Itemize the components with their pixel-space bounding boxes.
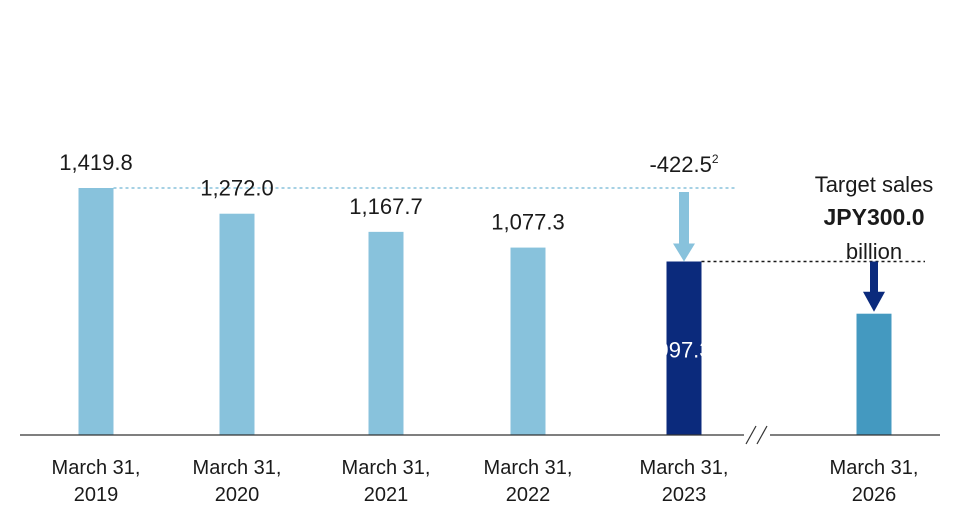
reduction-arrow-shaft: [679, 192, 689, 246]
target-annotation-line-3: billion: [846, 239, 902, 264]
target-arrow-head: [863, 291, 885, 312]
tick-label-2020: March 31, 2020: [193, 457, 282, 506]
annotations-layer: -422.52 Target sales JPY300.0 billion: [649, 152, 933, 312]
value-label-2022: 1,077.3: [491, 210, 564, 235]
bars-layer: [78, 188, 892, 435]
bar-2026: [856, 313, 892, 435]
ticks-layer: March 31, 2019 March 31, 2020 March 31, 2021 M…: [52, 457, 919, 506]
value-label-2023: 997.3: [656, 338, 711, 363]
reduction-label: -422.52: [649, 152, 718, 177]
axis-break: [744, 425, 770, 445]
reduction-arrow-head: [673, 243, 695, 262]
bar-2019: [78, 188, 114, 435]
value-label-2021: 1,167.7: [349, 194, 422, 219]
value-label-2019: 1,419.8: [59, 150, 132, 175]
tick-label-2021: March 31, 2021: [342, 457, 431, 506]
target-arrow-shaft: [870, 261, 878, 294]
bar-2022: [510, 247, 546, 435]
target-annotation-line-1: Target sales: [815, 172, 934, 197]
target-annotation-line-2: JPY300.0: [823, 204, 924, 230]
tick-label-2022: March 31, 2022: [484, 457, 573, 506]
labels-layer: 1,419.8 1,272.0 1,167.7 1,077.3 997.3: [59, 150, 711, 363]
bar-2021: [368, 231, 404, 435]
bar-2023: [666, 261, 702, 435]
tick-label-2023: March 31, 2023: [640, 457, 729, 506]
bar-2020: [219, 213, 255, 435]
tick-label-2026: March 31, 2026: [830, 457, 919, 506]
tick-label-2019: March 31, 2019: [52, 457, 141, 506]
guides-layer: [113, 187, 925, 263]
value-label-2020: 1,272.0: [200, 176, 273, 201]
